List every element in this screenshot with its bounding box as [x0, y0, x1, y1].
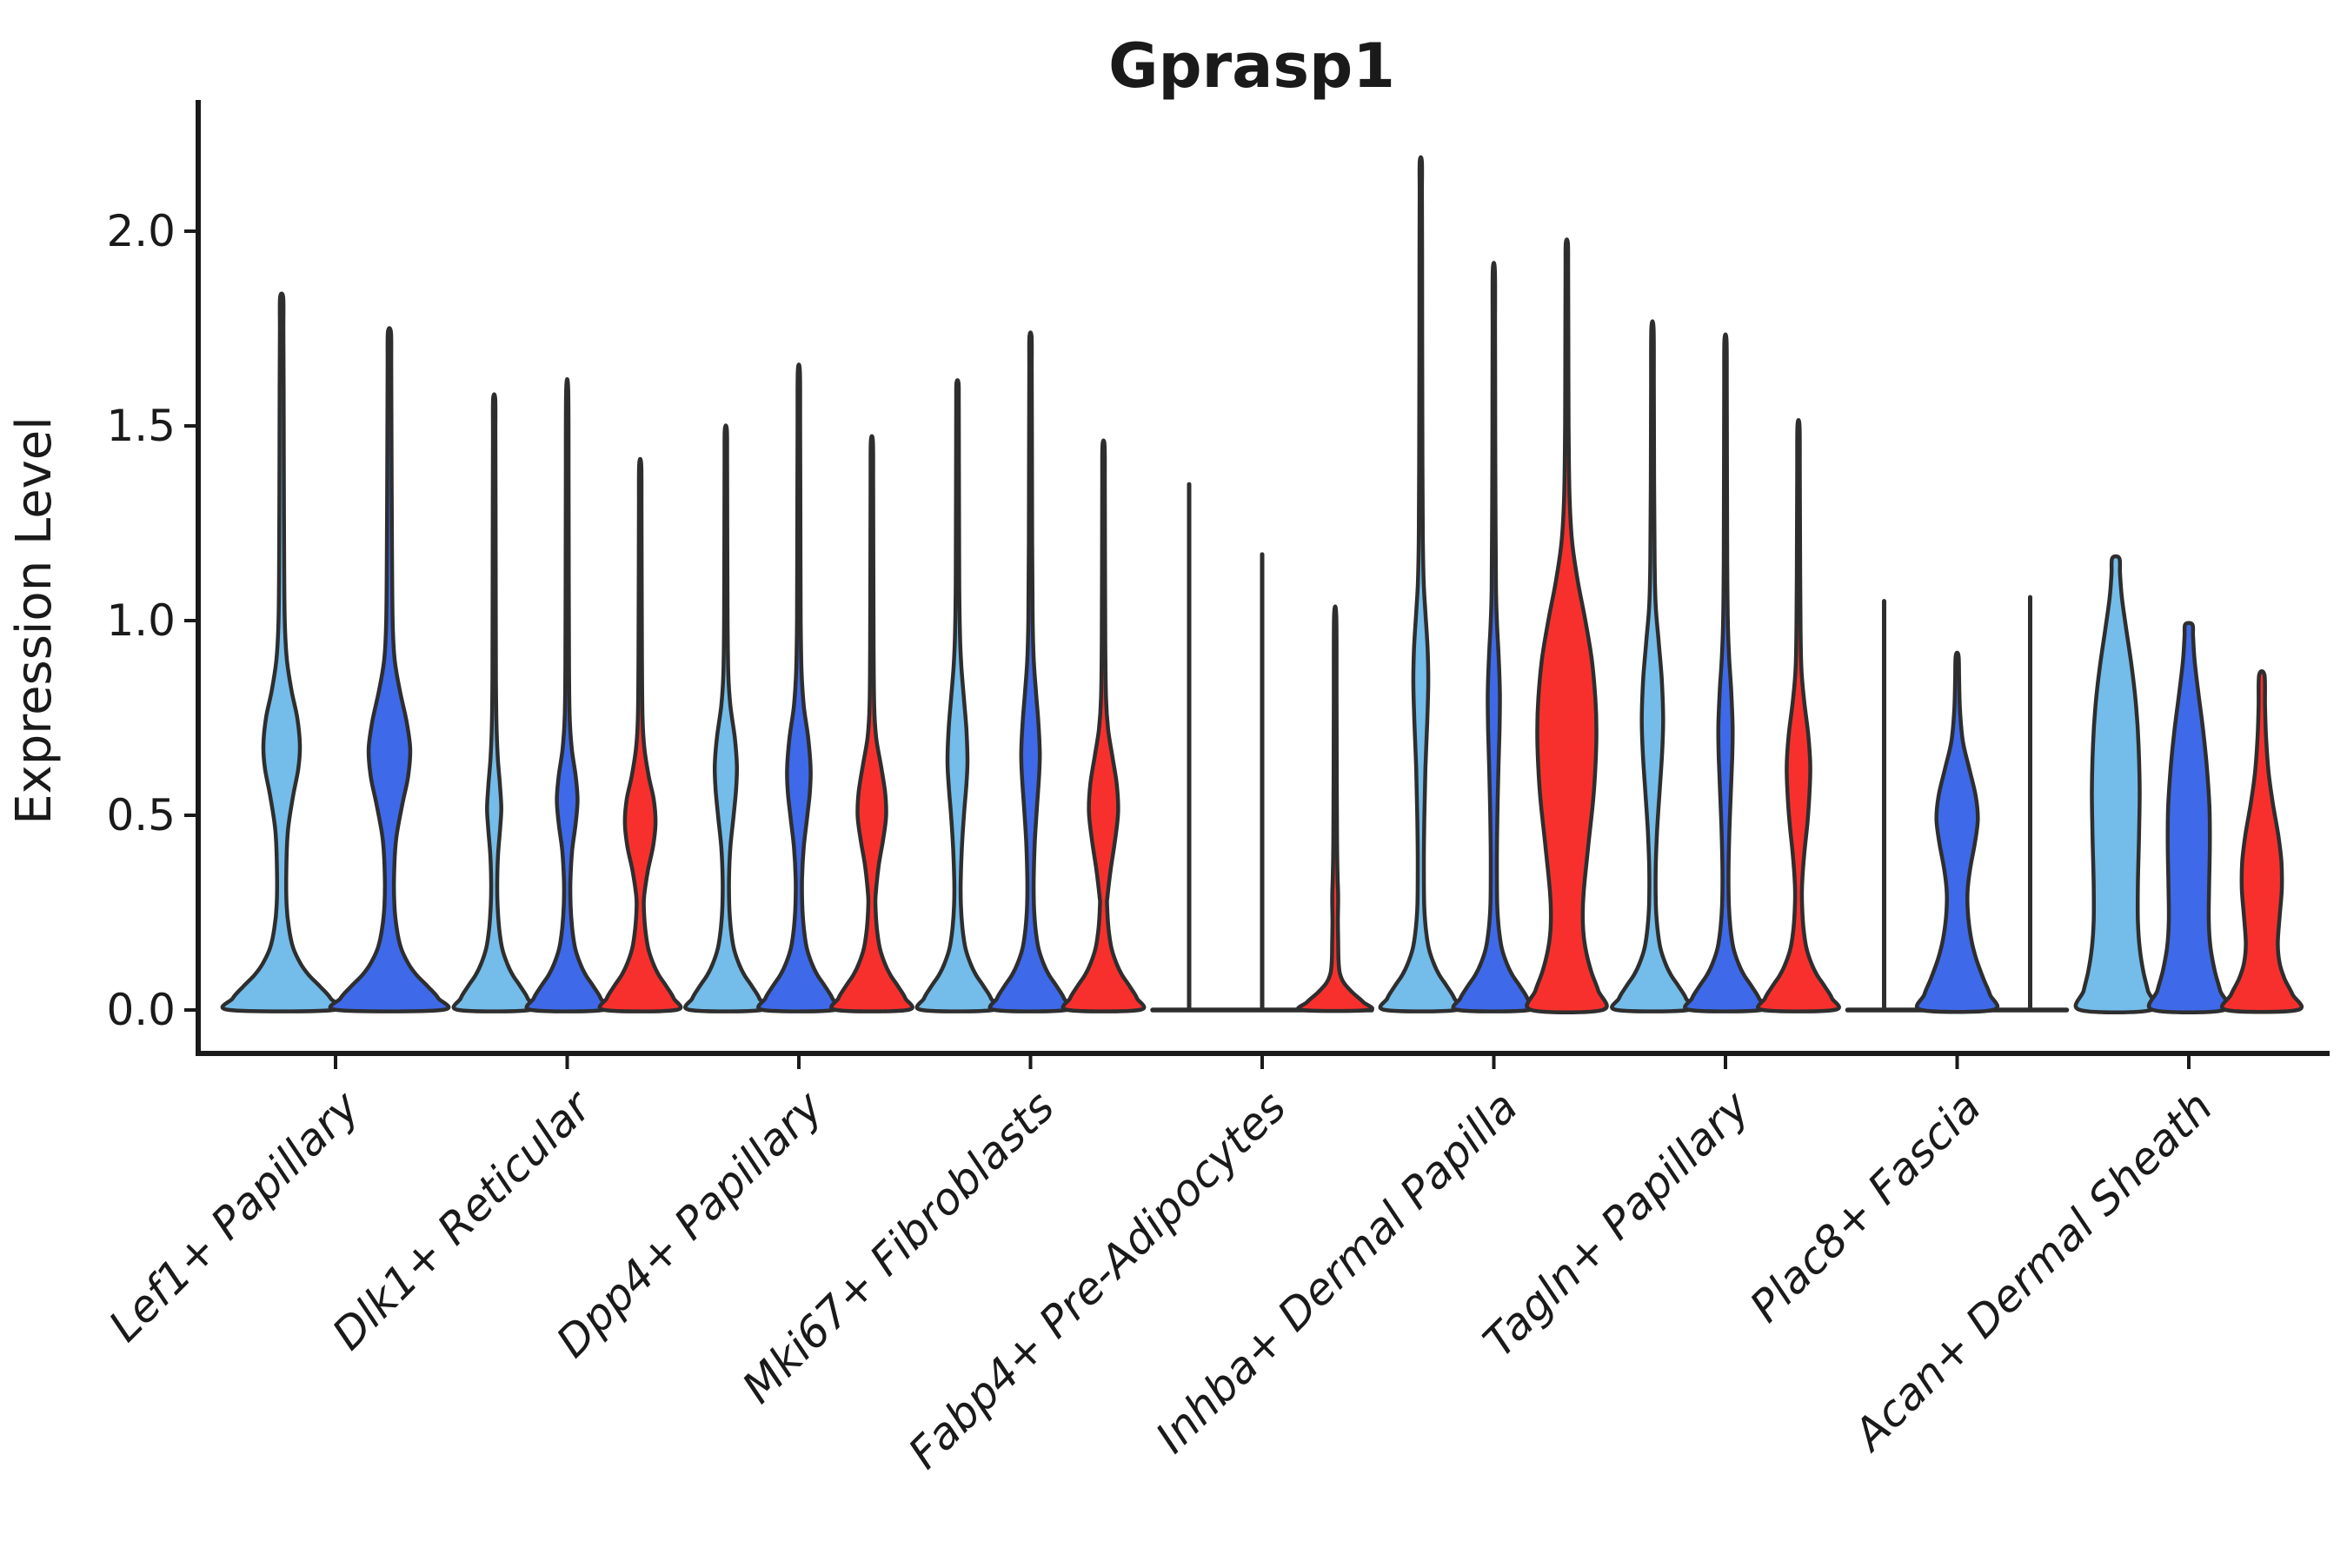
- y-tick-label: 0.5: [106, 790, 176, 840]
- violin-2-light_blue: [683, 423, 768, 1013]
- violin-6-red: [1756, 418, 1841, 1013]
- violin-8-red: [2219, 669, 2304, 1014]
- violin-2-red: [829, 434, 914, 1013]
- x-tick-label: Fabp4+ Pre-Adipocytes: [899, 1081, 1296, 1478]
- violin-3-red: [1060, 438, 1147, 1013]
- violin-7-dark_blue: [1914, 650, 2000, 1014]
- violin-0-light_blue: [220, 291, 343, 1013]
- violin-1-red: [597, 456, 683, 1013]
- x-tick-label: Plac8+ Fascia: [1740, 1081, 1991, 1332]
- violin-6-dark_blue: [1683, 332, 1768, 1013]
- violin-8-dark_blue: [2146, 621, 2231, 1015]
- violin-6-light_blue: [1610, 319, 1695, 1013]
- violin-5-red: [1525, 237, 1609, 1015]
- violin-2-dark_blue: [756, 362, 841, 1013]
- y-tick-label: 1.5: [106, 401, 176, 451]
- plot-title: Gprasp1: [1108, 30, 1395, 102]
- violin-4-red: [1296, 604, 1374, 1013]
- violin-1-dark_blue: [524, 377, 610, 1013]
- violin-1-light_blue: [451, 392, 537, 1013]
- y-tick-label: 0.0: [106, 985, 176, 1035]
- y-axis-label: Expression Level: [6, 416, 63, 825]
- violin-5-dark_blue: [1451, 261, 1537, 1013]
- violin-8-light_blue: [2073, 554, 2158, 1015]
- x-tick-label: Lef1+ Papillary: [99, 1080, 369, 1351]
- violin-3-dark_blue: [987, 330, 1074, 1013]
- y-tick-label: 2.0: [106, 206, 176, 256]
- violin-0-dark_blue: [328, 326, 451, 1013]
- y-tick-label: 1.0: [106, 595, 176, 646]
- violin-3-light_blue: [914, 378, 1001, 1013]
- violin-5-light_blue: [1378, 155, 1464, 1013]
